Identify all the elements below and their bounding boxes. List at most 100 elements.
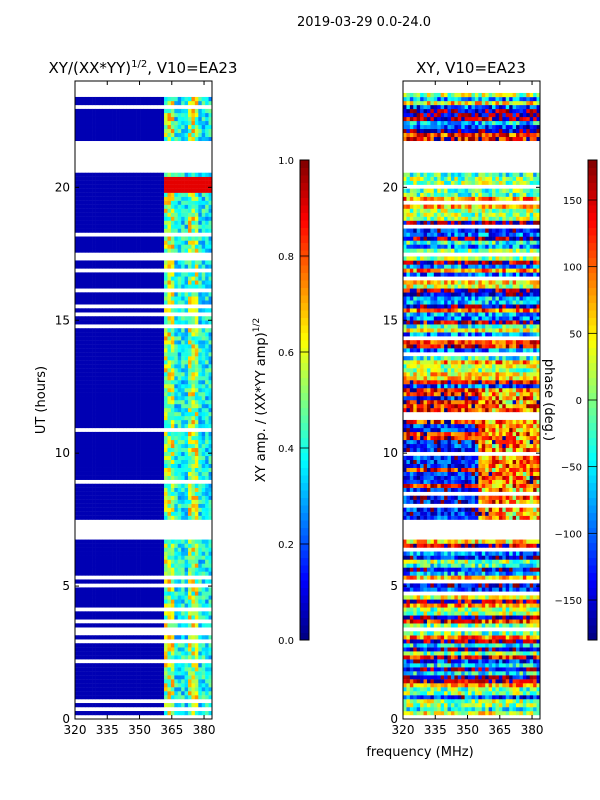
heatmap-cell (153, 344, 158, 349)
heatmap-cell (119, 320, 124, 325)
heatmap-cell (105, 439, 110, 445)
heatmap-cell (208, 384, 213, 389)
heatmap-cell (116, 340, 120, 345)
heatmap-cell (98, 364, 103, 369)
heatmap-cell (126, 667, 131, 672)
heatmap-cell (95, 415, 100, 421)
heatmap-cell (126, 176, 131, 181)
heatmap-cell (136, 603, 141, 608)
heatmap-cell (184, 579, 189, 584)
heatmap-cell (98, 647, 103, 652)
heatmap-cell (116, 240, 120, 245)
heatmap-cell (167, 703, 172, 708)
heatmap-cell (201, 364, 206, 369)
heatmap-cell (116, 547, 120, 552)
heatmap-cell (109, 180, 113, 185)
heatmap-cell (119, 200, 124, 205)
heatmap-cell (116, 120, 120, 126)
heatmap-cell (85, 495, 89, 500)
heatmap-cell (160, 208, 165, 213)
heatmap-cell (413, 703, 417, 708)
heatmap-cell (191, 431, 196, 437)
heatmap-cell (109, 352, 113, 357)
heatmap-cell (160, 567, 165, 572)
heatmap-cell (102, 240, 107, 245)
heatmap-cell (177, 451, 182, 457)
heatmap-cell (102, 511, 107, 516)
heatmap-cell (126, 228, 131, 233)
heatmap-cell (116, 647, 120, 652)
heatmap-cell (81, 128, 86, 134)
heatmap-cell (150, 320, 155, 325)
heatmap-cell (85, 128, 89, 134)
heatmap-cell (119, 647, 124, 652)
heatmap-cell (188, 511, 192, 516)
heatmap-cell (92, 595, 96, 600)
heatmap-cell (157, 483, 161, 488)
heatmap-cell (184, 559, 189, 564)
heatmap-cell (95, 487, 100, 492)
heatmap-cell (105, 503, 110, 508)
heatmap-cell (136, 595, 141, 600)
heatmap-cell (88, 491, 93, 496)
heatmap-cell (112, 264, 117, 269)
heatmap-cell (150, 579, 155, 584)
heatmap-cell (78, 308, 83, 313)
heatmap-cell (205, 547, 209, 552)
heatmap-cell (174, 475, 179, 480)
heatmap-cell (533, 707, 537, 712)
heatmap-cell (119, 475, 124, 480)
heatmap-cell (160, 264, 165, 269)
heatmap-cell (509, 703, 513, 708)
heatmap-cell (153, 316, 158, 321)
heatmap-cell (129, 571, 134, 576)
heatmap-cell (105, 336, 110, 341)
heatmap-cell (140, 192, 144, 197)
heatmap-cell (191, 280, 196, 285)
heatmap-cell (157, 711, 161, 716)
heatmap-cell (481, 707, 486, 712)
heatmap-cell (188, 204, 192, 209)
heatmap-cell (194, 591, 199, 596)
heatmap-cell (146, 212, 151, 217)
heatmap-cell (194, 599, 199, 604)
heatmap-cell (208, 196, 213, 201)
heatmap-cell (98, 587, 103, 592)
heatmap-cell (81, 419, 86, 425)
heatmap-cell (205, 292, 209, 297)
heatmap-cell (133, 296, 137, 301)
heatmap-cell (170, 567, 175, 572)
heatmap-cell (133, 364, 137, 369)
heatmap-cell (170, 192, 175, 197)
heatmap-cell (502, 711, 507, 716)
heatmap-cell (126, 671, 131, 676)
heatmap-cell (129, 180, 134, 185)
heatmap-cell (198, 559, 203, 564)
heatmap-cell (153, 591, 158, 596)
heatmap-cell (198, 463, 203, 468)
heatmap-cell (188, 316, 192, 321)
heatmap-cell (98, 491, 103, 496)
heatmap-cell (160, 228, 165, 233)
heatmap-cell (153, 411, 158, 417)
heatmap-cell (143, 180, 148, 185)
heatmap-cell (88, 332, 93, 337)
heatmap-cell (170, 280, 175, 285)
heatmap-cell (109, 567, 113, 572)
heatmap-cell (164, 372, 168, 377)
heatmap-cell (119, 679, 124, 684)
heatmap-cell (201, 280, 206, 285)
heatmap-cell (157, 276, 161, 281)
heatmap-cell (109, 244, 113, 249)
heatmap-cell (112, 635, 117, 640)
heatmap-cell (98, 296, 103, 301)
heatmap-cell (136, 579, 141, 584)
heatmap-cell (160, 272, 165, 277)
heatmap-cell (88, 248, 93, 253)
heatmap-cell (205, 503, 209, 508)
heatmap-cell (112, 396, 117, 401)
heatmap-cell (129, 244, 134, 249)
heatmap-cell (440, 707, 445, 712)
heatmap-cell (112, 515, 117, 520)
heatmap-cell (119, 571, 124, 576)
